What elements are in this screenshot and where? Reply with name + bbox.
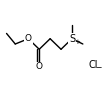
Text: S: S	[69, 34, 75, 44]
Text: −: −	[95, 63, 102, 72]
Text: Cl: Cl	[88, 60, 98, 70]
Text: +: +	[74, 39, 80, 45]
Text: O: O	[36, 62, 43, 71]
Text: O: O	[25, 34, 32, 43]
